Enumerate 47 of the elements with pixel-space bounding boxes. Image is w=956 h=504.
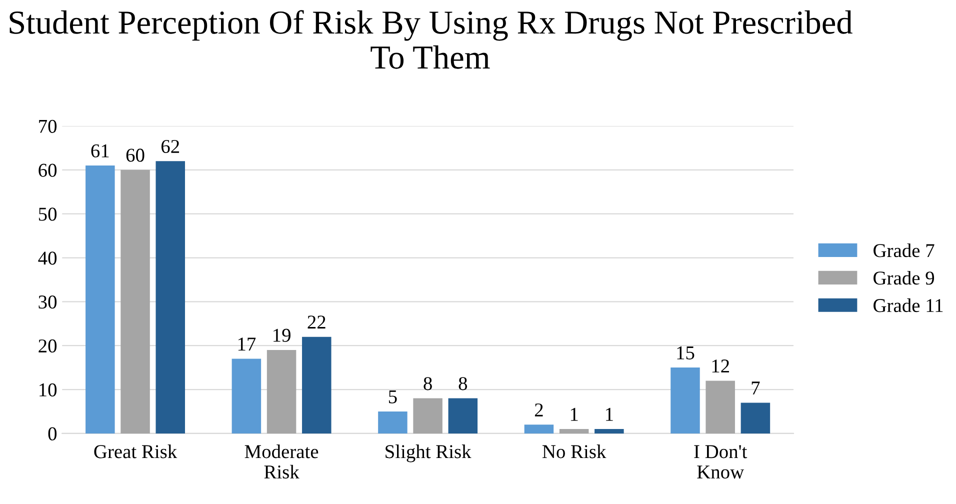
x-tick-label: I Don't Know	[694, 445, 748, 479]
data-label: 61	[91, 144, 109, 158]
data-label: 1	[570, 408, 578, 421]
bar	[559, 429, 589, 434]
data-label: 60	[126, 148, 144, 162]
data-label: 12	[712, 360, 729, 372]
y-tick-label: 10	[40, 383, 57, 396]
bar	[120, 170, 150, 434]
y-tick-label: 50	[38, 208, 57, 221]
bar	[740, 402, 770, 434]
bar	[302, 336, 332, 434]
bar	[232, 358, 262, 434]
y-tick-label: 70	[39, 120, 57, 133]
bar	[156, 161, 186, 434]
bar	[706, 380, 735, 434]
x-tick-label: Slight Risk	[386, 444, 472, 462]
data-label: 19	[274, 328, 290, 342]
legend-label: Grade 7	[874, 243, 934, 258]
data-label: 7	[752, 382, 760, 394]
bar	[594, 429, 624, 434]
data-label: 8	[458, 377, 468, 390]
data-label: 22	[308, 316, 326, 329]
data-label: 62	[161, 140, 180, 154]
x-tick-label: Great Risk	[94, 444, 178, 458]
y-tick-label: 60	[38, 164, 57, 177]
data-label: 17	[238, 338, 256, 350]
y-tick-label: 40	[38, 252, 57, 265]
data-label: 1	[606, 408, 613, 421]
bar	[448, 398, 478, 434]
legend-label: Grade 9	[874, 270, 934, 285]
bar	[378, 411, 408, 434]
x-tick-label: No Risk	[542, 444, 606, 458]
data-label: 15	[677, 346, 694, 360]
y-tick-label: 0	[48, 427, 57, 440]
legend-label: Grade 11	[874, 298, 943, 312]
x-tick-label: Moderate Risk	[244, 444, 318, 479]
data-label: 8	[424, 377, 432, 390]
data-label: 2	[534, 403, 543, 416]
bar	[670, 368, 700, 434]
chart-title: Student Perception Of Risk By Using Rx Drugs Not Prescribed To Them	[10, 10, 852, 69]
bar	[524, 424, 554, 434]
bar	[266, 350, 296, 434]
y-tick-label: 20	[38, 339, 57, 353]
data-label: 5	[388, 390, 397, 404]
y-tick-label: 30	[38, 295, 57, 309]
bar	[86, 166, 115, 434]
bar	[413, 398, 442, 434]
